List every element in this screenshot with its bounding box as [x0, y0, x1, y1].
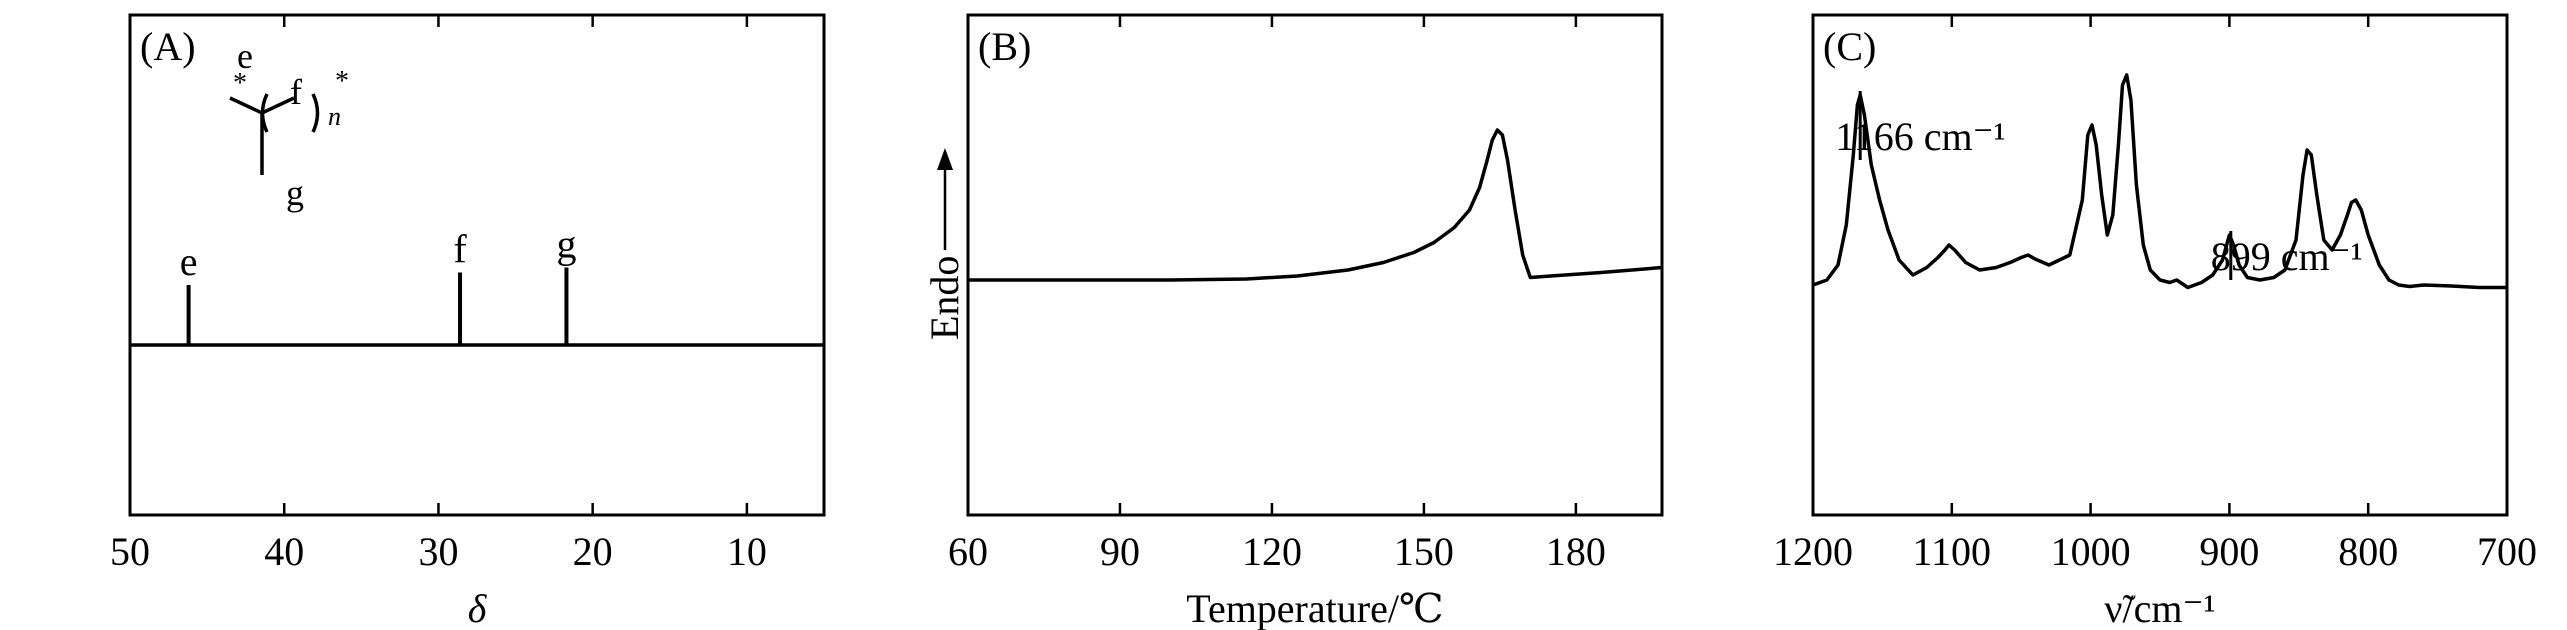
- polymer-structure: e * f * n g: [229, 36, 349, 213]
- structure-right-bracket: [311, 93, 320, 133]
- panel-a-x-axis-label: δ: [468, 586, 488, 630]
- panel-c-ir-line: [1812, 73, 2507, 290]
- panel-c-frame: [1811, 13, 2509, 517]
- panel-a-peaks: e f g: [180, 222, 576, 345]
- endo-arrow-head: [937, 148, 953, 170]
- panel-b-dsc-line: [968, 128, 1663, 282]
- panel-c-tick-label-900: 900: [2199, 529, 2259, 574]
- panel-c-x-ticks: 1200 1100 1000 900 800 700: [1773, 15, 2537, 574]
- structure-label-e: e: [237, 36, 253, 76]
- panel-b-tick-label-180: 180: [1546, 529, 1606, 574]
- structure-repeat-n: n: [328, 102, 341, 131]
- panel-c-annotations: 1166 cm⁻¹ 899 cm⁻¹: [1835, 91, 2363, 280]
- peak-label-g: g: [556, 222, 576, 267]
- panel-b-tick-label-120: 120: [1242, 529, 1302, 574]
- panel-a-label: (A): [140, 24, 196, 69]
- annotation-899: 899 cm⁻¹: [2211, 234, 2363, 279]
- panel-b-label: (B): [978, 24, 1031, 69]
- panel-b-x-ticks: 60 90 120 150 180: [948, 15, 1606, 574]
- structure-end-right: *: [335, 66, 349, 97]
- annotation-1166: 1166 cm⁻¹: [1835, 114, 2006, 159]
- panel-a-tick-label-20: 20: [573, 529, 613, 574]
- structure-label-f: f: [290, 72, 302, 112]
- panel-a-tick-label-30: 30: [418, 529, 458, 574]
- panel-b-tick-label-90: 90: [1100, 529, 1140, 574]
- panel-a-frame: [128, 13, 826, 517]
- structure-label-g: g: [286, 173, 304, 213]
- panel-c-tick-label-800: 800: [2338, 529, 2398, 574]
- panel-c-label: (C): [1823, 24, 1876, 69]
- panel-a-x-ticks: 50 40 30 20 10: [110, 15, 767, 574]
- panel-c-tick-label-1200: 1200: [1773, 529, 1853, 574]
- peak-label-f: f: [453, 227, 467, 272]
- panel-a-tick-label-40: 40: [264, 529, 304, 574]
- panel-a-tick-label-50: 50: [110, 529, 150, 574]
- panel-b-dsc-curve: (B) 60 90 120 150 180 Temperature/℃ Endo: [922, 13, 1664, 630]
- panel-b-tick-label-60: 60: [948, 529, 988, 574]
- peak-label-e: e: [180, 239, 198, 284]
- panel-b-y-axis-label-group: Endo: [922, 256, 967, 340]
- panel-b-tick-label-150: 150: [1394, 529, 1454, 574]
- panel-c-tick-label-700: 700: [2477, 529, 2537, 574]
- panel-c-ir-spectrum: (C) 1200 1100 1000 900 800 700 1166 cm⁻¹ 899 c…: [1773, 13, 2537, 630]
- panel-c-x-axis-label: ν̃/cm⁻¹: [2104, 586, 2215, 630]
- structure-left-bracket: [260, 93, 269, 133]
- panel-b-y-axis-label: Endo: [922, 256, 967, 340]
- panel-c-tick-label-1000: 1000: [2051, 529, 2131, 574]
- panel-b-x-axis-label: Temperature/℃: [1186, 586, 1443, 630]
- structure-end-left: *: [233, 68, 247, 99]
- panel-a-tick-label-10: 10: [727, 529, 767, 574]
- panel-c-tick-label-1100: 1100: [1913, 529, 1992, 574]
- panel-b-frame: [966, 13, 1664, 517]
